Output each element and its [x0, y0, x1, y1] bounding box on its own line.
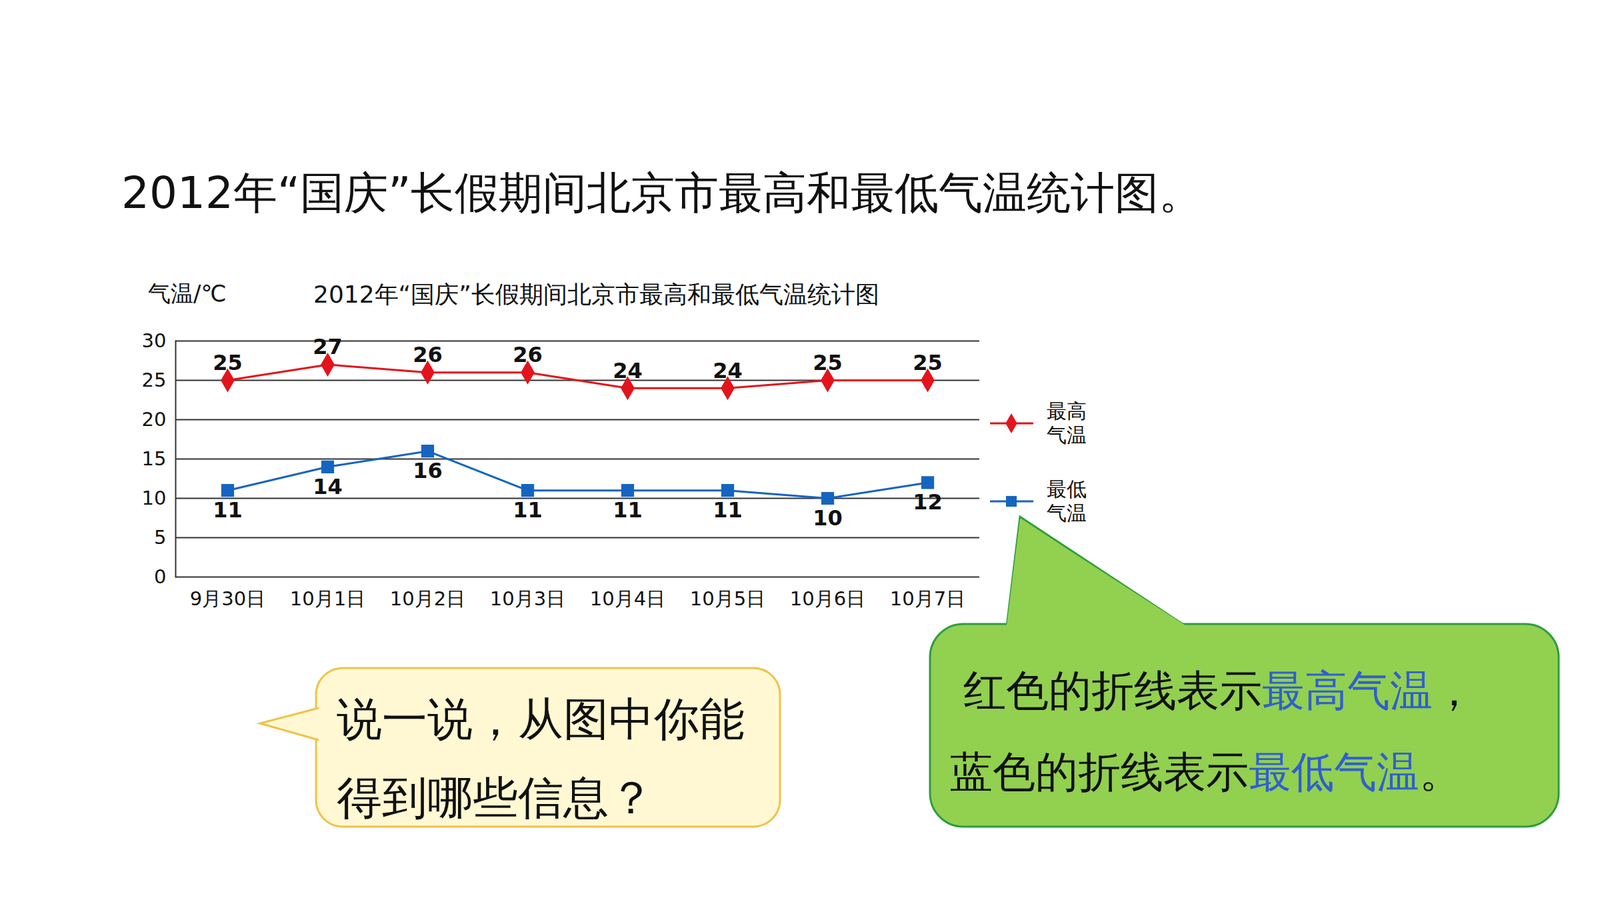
svg-text:24: 24	[712, 358, 743, 384]
svg-text:25: 25	[812, 350, 843, 376]
svg-text:12: 12	[912, 489, 943, 515]
svg-text:10月2日: 10月2日	[390, 587, 466, 610]
svg-text:10月6日: 10月6日	[790, 587, 866, 610]
html-text:2012年“国庆”长假期间北京市最高和最低气温统计图。: 2012年“国庆”长假期间北京市最高和最低气温统计图。	[121, 167, 1203, 219]
svg-text:5: 5	[154, 526, 166, 549]
html-text:气温: 气温	[1046, 501, 1087, 525]
svg-text:25: 25	[912, 350, 943, 376]
svg-text:11: 11	[512, 497, 543, 523]
svg-text:20: 20	[142, 408, 167, 431]
svg-text:25: 25	[212, 350, 243, 376]
svg-text:25: 25	[142, 368, 167, 392]
html-text:2012年“国庆”长假期间北京市最高和最低气温统计图: 2012年“国庆”长假期间北京市最高和最低气温统计图	[313, 280, 880, 308]
svg-text:30: 30	[142, 329, 167, 352]
html-text:最高: 最高	[1046, 399, 1087, 423]
svg-text:10月4日: 10月4日	[590, 587, 666, 610]
svg-text:11: 11	[712, 497, 743, 523]
svg-text:11: 11	[612, 497, 643, 523]
svg-text:10月7日: 10月7日	[890, 587, 966, 610]
svg-text:26: 26	[412, 342, 443, 368]
svg-text:0: 0	[154, 565, 166, 588]
svg-text:27: 27	[312, 334, 343, 360]
html-text:最低: 最低	[1046, 477, 1087, 501]
svg-text:15: 15	[142, 447, 167, 470]
svg-text:16: 16	[412, 458, 443, 484]
svg-text:9月30日: 9月30日	[190, 587, 266, 610]
html-text:红色的折线表示最高气温，: 红色的折线表示最高气温，	[963, 666, 1476, 716]
svg-text:14: 14	[312, 474, 343, 500]
html-text:气温: 气温	[1046, 423, 1087, 447]
svg-text:24: 24	[612, 358, 643, 384]
svg-text:10: 10	[142, 486, 167, 510]
html-text:说一说，从图中你能得到哪些信息？: 说一说，从图中你能得到哪些信息？	[336, 692, 745, 824]
svg-text:10: 10	[812, 505, 843, 531]
svg-text:10月5日: 10月5日	[690, 587, 766, 610]
svg-text:10月3日: 10月3日	[490, 587, 566, 610]
svg-text:10月1日: 10月1日	[290, 587, 366, 610]
svg-text:11: 11	[212, 497, 243, 523]
html-text:蓝色的折线表示最低气温。: 蓝色的折线表示最低气温。	[950, 747, 1462, 797]
html-text:气温/℃: 气温/℃	[148, 280, 227, 307]
svg-text:26: 26	[512, 342, 543, 368]
